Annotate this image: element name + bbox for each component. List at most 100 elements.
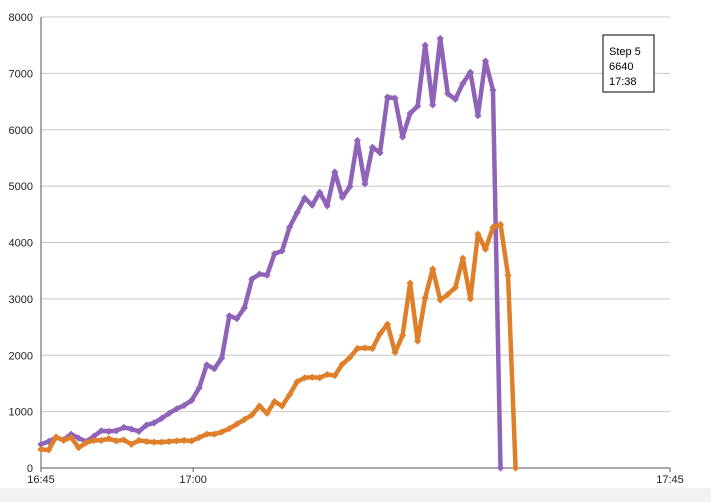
data-point[interactable]	[97, 427, 105, 435]
data-point[interactable]	[142, 437, 151, 446]
data-point[interactable]	[444, 90, 452, 98]
data-point[interactable]	[285, 223, 294, 231]
data-point[interactable]	[406, 279, 414, 287]
data-point[interactable]	[172, 405, 181, 413]
data-point[interactable]	[368, 344, 377, 353]
data-point[interactable]	[496, 220, 505, 229]
data-point[interactable]	[323, 370, 331, 379]
data-point[interactable]	[225, 424, 233, 433]
data-point[interactable]	[263, 409, 271, 417]
data-point[interactable]	[225, 312, 233, 320]
data-point[interactable]	[203, 430, 211, 438]
data-point[interactable]	[218, 428, 226, 436]
data-point[interactable]	[451, 284, 459, 292]
data-point[interactable]	[474, 230, 482, 238]
data-point[interactable]	[195, 384, 203, 392]
data-point[interactable]	[210, 430, 218, 438]
data-point[interactable]	[105, 427, 113, 435]
data-point[interactable]	[323, 202, 331, 210]
data-point[interactable]	[466, 68, 474, 76]
data-point[interactable]	[210, 365, 218, 373]
data-point[interactable]	[218, 354, 226, 362]
data-point[interactable]	[90, 436, 98, 444]
data-point[interactable]	[511, 464, 520, 472]
data-point[interactable]	[270, 250, 279, 258]
data-point[interactable]	[180, 401, 188, 410]
data-point[interactable]	[135, 427, 143, 435]
data-point[interactable]	[368, 143, 377, 151]
data-point[interactable]	[233, 420, 241, 428]
data-point[interactable]	[353, 344, 361, 353]
data-point[interactable]	[353, 136, 361, 145]
data-point[interactable]	[451, 95, 459, 103]
data-point[interactable]	[180, 436, 188, 444]
data-point[interactable]	[59, 436, 68, 444]
data-point[interactable]	[248, 275, 256, 283]
data-point[interactable]	[361, 344, 369, 352]
data-point[interactable]	[127, 440, 135, 448]
data-point[interactable]	[429, 265, 437, 273]
data-point[interactable]	[316, 374, 324, 382]
data-point[interactable]	[278, 402, 286, 410]
data-point[interactable]	[301, 374, 309, 382]
data-point[interactable]	[112, 427, 120, 435]
data-point[interactable]	[436, 296, 444, 304]
data-point[interactable]	[331, 371, 339, 380]
data-point[interactable]	[308, 201, 316, 209]
data-point[interactable]	[82, 439, 90, 447]
data-point[interactable]	[414, 102, 422, 110]
data-point[interactable]	[421, 294, 429, 302]
data-point[interactable]	[75, 434, 83, 442]
data-point[interactable]	[37, 445, 45, 453]
data-point[interactable]	[203, 361, 211, 369]
data-point[interactable]	[255, 402, 264, 410]
data-point[interactable]	[361, 180, 369, 188]
data-point[interactable]	[474, 112, 482, 120]
data-point[interactable]	[255, 270, 264, 278]
data-point[interactable]	[188, 396, 196, 404]
data-point[interactable]	[293, 209, 301, 217]
data-point[interactable]	[444, 290, 452, 298]
data-point[interactable]	[157, 414, 166, 422]
data-point[interactable]	[459, 254, 467, 262]
data-point[interactable]	[120, 436, 128, 444]
data-point[interactable]	[263, 271, 271, 279]
data-point[interactable]	[157, 438, 166, 446]
data-point[interactable]	[75, 444, 83, 452]
data-point[interactable]	[421, 41, 429, 49]
data-point[interactable]	[195, 433, 203, 442]
data-point[interactable]	[429, 101, 437, 109]
data-point[interactable]	[398, 331, 407, 340]
data-point[interactable]	[285, 391, 294, 399]
data-point[interactable]	[278, 247, 286, 255]
data-point[interactable]	[338, 193, 346, 201]
data-point[interactable]	[308, 373, 316, 381]
data-point[interactable]	[293, 378, 301, 386]
data-point[interactable]	[406, 109, 414, 118]
data-point[interactable]	[489, 223, 497, 231]
data-point[interactable]	[44, 446, 53, 454]
data-point[interactable]	[150, 419, 158, 427]
data-point[interactable]	[44, 437, 53, 446]
data-point[interactable]	[135, 436, 143, 444]
data-point[interactable]	[301, 194, 309, 202]
data-point[interactable]	[346, 183, 354, 191]
data-point[interactable]	[376, 149, 384, 157]
data-point[interactable]	[97, 436, 105, 444]
data-point[interactable]	[504, 271, 512, 279]
data-point[interactable]	[481, 57, 490, 65]
data-point[interactable]	[459, 79, 467, 88]
data-point[interactable]	[112, 437, 120, 445]
data-point[interactable]	[376, 330, 384, 338]
data-point[interactable]	[150, 438, 158, 446]
data-point[interactable]	[165, 409, 173, 417]
data-point[interactable]	[398, 133, 407, 141]
data-point[interactable]	[331, 168, 339, 176]
data-point[interactable]	[383, 320, 392, 328]
data-point[interactable]	[37, 440, 45, 448]
data-point[interactable]	[188, 437, 196, 445]
data-point[interactable]	[383, 93, 392, 101]
data-point[interactable]	[165, 437, 173, 446]
data-point[interactable]	[240, 415, 248, 424]
data-point[interactable]	[172, 437, 181, 445]
